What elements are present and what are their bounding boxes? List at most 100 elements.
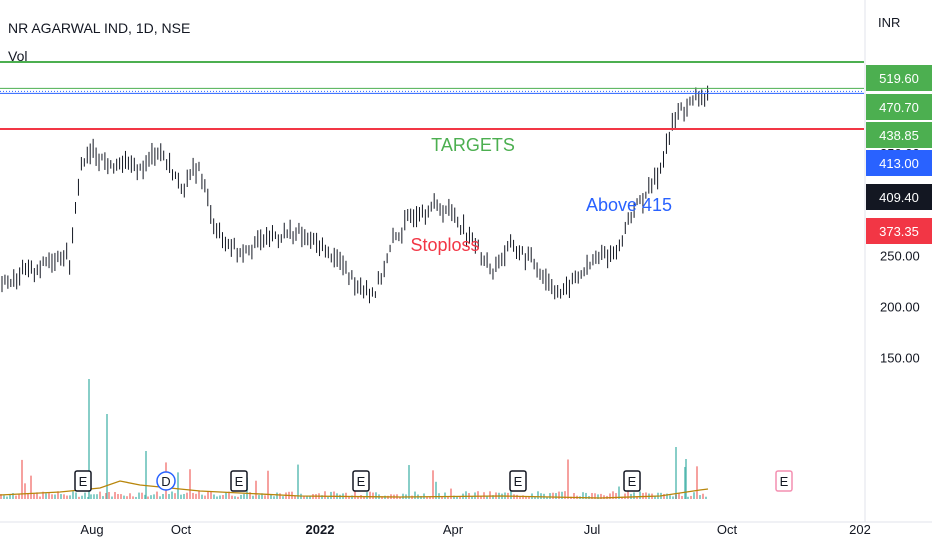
price-tick-label: 250.00: [880, 248, 920, 263]
volume-bar: [219, 495, 221, 499]
volume-bar: [39, 496, 41, 499]
volume-bar: [234, 496, 236, 499]
volume-bar: [145, 451, 147, 499]
volume-bar: [168, 494, 170, 499]
volume-bar: [333, 491, 335, 499]
price-tag[interactable]: [866, 184, 932, 210]
volume-bar: [51, 494, 53, 499]
volume-bar: [207, 491, 209, 499]
volume-bar: [255, 480, 257, 499]
volume-bar: [240, 494, 242, 499]
volume-bar: [492, 495, 494, 499]
volume-bar: [366, 492, 368, 499]
time-tick-label: Oct: [171, 522, 192, 537]
volume-bar: [321, 495, 323, 499]
volume-bar: [198, 491, 200, 499]
volume-bar: [702, 493, 704, 499]
earnings-marker[interactable]: [352, 470, 370, 492]
volume-bar: [36, 492, 38, 499]
volume-bar: [357, 496, 359, 499]
volume-bar: [444, 492, 446, 499]
dividend-marker-label: D: [161, 474, 170, 489]
volume-bar: [231, 495, 233, 499]
volume-bar: [603, 495, 605, 499]
earnings-marker[interactable]: [230, 470, 248, 492]
volume-bar: [120, 494, 122, 499]
volume-bar: [435, 481, 437, 499]
volume-bar: [612, 491, 614, 499]
volume-ma-line: [0, 480, 709, 499]
volume-bar: [564, 491, 566, 499]
volume-bar: [303, 496, 305, 499]
volume-bar: [66, 495, 68, 499]
dividend-marker[interactable]: [156, 471, 176, 491]
earnings-marker[interactable]: [509, 470, 527, 492]
volume-bar: [381, 496, 383, 499]
volume-bar: [102, 496, 104, 499]
volume-bar: [573, 493, 575, 499]
earnings-marker-label: E: [235, 474, 244, 489]
volume-bar: [114, 492, 116, 499]
volume-bar: [60, 494, 62, 499]
volume-bar: [627, 491, 629, 499]
volume-bar: [138, 492, 140, 499]
volume-bar: [243, 494, 245, 499]
volume-bar: [273, 496, 275, 499]
volume-bar: [69, 495, 71, 499]
volume-bar: [351, 495, 353, 499]
volume-bar: [549, 493, 551, 499]
volume-bar: [267, 470, 269, 499]
volume-indicator-label[interactable]: Vol: [8, 48, 28, 64]
volume-bar: [546, 496, 548, 499]
volume-bar: [117, 494, 119, 499]
price-tag[interactable]: [866, 150, 932, 176]
volume-bar: [106, 414, 108, 499]
volume-bar: [174, 493, 176, 499]
price-tag-label: 413.00: [879, 156, 919, 171]
volume-bar: [540, 493, 542, 499]
volume-bar: [21, 459, 23, 499]
volume-bar: [690, 495, 692, 499]
volume-bar: [159, 496, 161, 499]
volume-bar: [369, 491, 371, 499]
volume-bar: [687, 496, 689, 499]
volume-bar: [132, 496, 134, 499]
volume-bar: [552, 492, 554, 499]
time-tick-label: Oct: [717, 522, 738, 537]
price-tag[interactable]: [866, 122, 932, 148]
volume-bar: [297, 464, 299, 499]
volume-bar: [456, 496, 458, 499]
volume-bar: [0, 494, 2, 499]
earnings-marker[interactable]: [623, 470, 641, 492]
volume-bar: [30, 475, 32, 499]
price-tag[interactable]: [866, 65, 932, 91]
volume-bar: [18, 493, 20, 499]
volume-bar: [675, 447, 677, 499]
volume-bar: [204, 495, 206, 499]
volume-bar: [324, 491, 326, 499]
earnings-marker[interactable]: [775, 470, 793, 492]
volume-bar: [669, 495, 671, 499]
volume-bar: [27, 493, 29, 499]
volume-bar: [447, 496, 449, 499]
volume-bar: [354, 486, 356, 499]
volume-bar: [426, 496, 428, 499]
price-tag-label: 373.35: [879, 224, 919, 239]
volume-bar: [591, 492, 593, 499]
volume-bar: [609, 493, 611, 499]
time-tick-label: Apr: [443, 522, 464, 537]
volume-bar: [222, 495, 224, 499]
price-tag[interactable]: [866, 94, 932, 120]
volume-bar: [375, 492, 377, 499]
chart-title[interactable]: NR AGARWAL IND, 1D, NSE: [8, 20, 191, 36]
earnings-marker[interactable]: [74, 470, 92, 492]
volume-bar: [183, 493, 185, 499]
volume-bar: [685, 459, 687, 499]
volume-bar: [156, 491, 158, 499]
volume-bar: [528, 496, 530, 499]
price-tag[interactable]: [866, 218, 932, 244]
chart-annotation: TARGETS: [431, 135, 515, 155]
price-tag-label: 438.85: [879, 128, 919, 143]
volume-bar: [126, 496, 128, 499]
